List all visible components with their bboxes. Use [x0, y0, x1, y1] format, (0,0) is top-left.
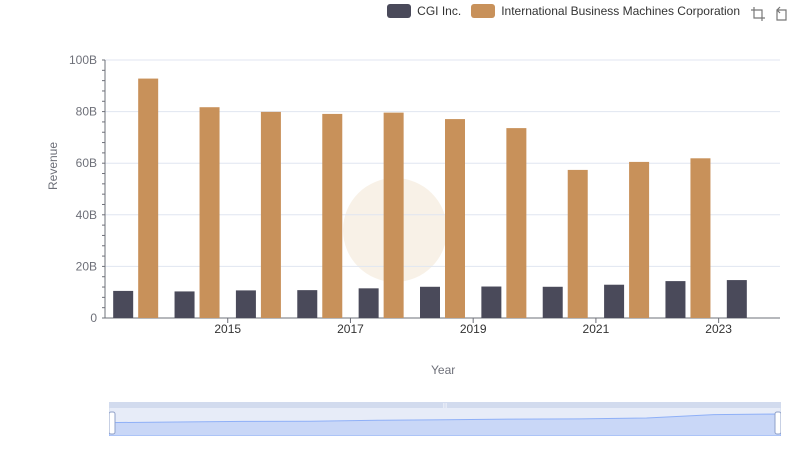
bar-cgi-2023[interactable] — [665, 281, 686, 318]
bar-ibm-2017[interactable] — [322, 113, 343, 318]
restore-icon[interactable] — [774, 6, 790, 22]
bar-ibm-2019[interactable] — [445, 119, 465, 318]
legend: CGI Inc. International Business Machines… — [387, 4, 740, 18]
bar-ibm-2018[interactable] — [383, 112, 404, 318]
bar-cgi-2022[interactable] — [604, 284, 625, 318]
bar-ibm-2023[interactable] — [690, 158, 711, 318]
x-tick-label: 2021 — [583, 322, 610, 336]
y-axis-title: Revenue — [46, 141, 60, 190]
x-axis-title: Year — [431, 363, 456, 377]
slider-top-bar[interactable] — [109, 402, 781, 408]
slider-handle-left[interactable] — [109, 411, 116, 435]
bar-cgi-2020[interactable] — [481, 286, 502, 318]
legend-label-ibm: International Business Machines Corporat… — [501, 4, 740, 18]
bar-ibm-2015[interactable] — [199, 107, 220, 319]
zoom-icon[interactable] — [750, 6, 766, 22]
bar-cgi-2016[interactable] — [235, 290, 256, 318]
data-zoom-slider[interactable]: ||| — [109, 402, 781, 436]
bar-cgi-2014[interactable] — [113, 290, 134, 318]
legend-swatch-ibm — [471, 4, 496, 18]
y-tick-label: 80B — [76, 105, 97, 119]
bar-cgi-2017[interactable] — [297, 290, 318, 318]
y-tick-label: 20B — [76, 259, 97, 273]
legend-item-cgi[interactable]: CGI Inc. — [387, 4, 461, 18]
y-tick-label: 0 — [90, 311, 97, 325]
bar-ibm-2016[interactable] — [260, 111, 281, 318]
y-tick-label: 60B — [76, 156, 97, 170]
y-tick-label: 100B — [69, 53, 97, 67]
slider-handle-right[interactable] — [774, 411, 781, 435]
legend-label-cgi: CGI Inc. — [417, 4, 462, 18]
y-tick-label: 40B — [76, 208, 97, 222]
legend-item-ibm[interactable]: International Business Machines Corporat… — [471, 4, 740, 18]
bar-cgi-2018[interactable] — [358, 288, 379, 318]
slider-grip: ||| — [443, 403, 447, 409]
toolbox — [750, 6, 790, 22]
x-tick-label: 2017 — [337, 322, 364, 336]
bar-ibm-2020[interactable] — [506, 128, 527, 318]
bar-cgi-2015[interactable] — [174, 291, 195, 318]
bar-cgi-2019[interactable] — [420, 286, 440, 318]
bar-cgi-2024[interactable] — [726, 280, 747, 318]
bar-cgi-2021[interactable] — [542, 286, 563, 318]
x-tick-label: 2015 — [214, 322, 241, 336]
slider-trend-area — [109, 413, 781, 436]
legend-swatch-cgi — [387, 4, 412, 18]
bar-ibm-2022[interactable] — [629, 161, 650, 318]
bar-ibm-2021[interactable] — [567, 169, 588, 318]
x-tick-label: 2019 — [460, 322, 487, 336]
x-tick-label: 2023 — [705, 322, 732, 336]
bar-ibm-2014[interactable] — [138, 78, 159, 319]
